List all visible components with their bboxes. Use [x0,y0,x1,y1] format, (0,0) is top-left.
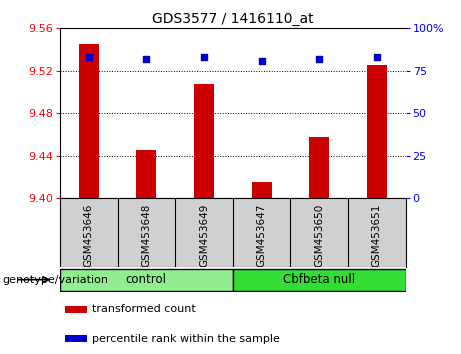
Text: Cbfbeta null: Cbfbeta null [283,273,355,286]
Bar [65,335,87,342]
Bar [136,150,156,198]
Point [85,55,92,60]
Bar [65,306,87,313]
Point [142,56,150,62]
Bar [60,268,233,291]
Text: GSM453646: GSM453646 [84,204,94,267]
Point [373,55,381,60]
Text: GSM453651: GSM453651 [372,204,382,267]
Text: GSM453649: GSM453649 [199,204,209,267]
Bar [194,84,214,198]
Title: GDS3577 / 1416110_at: GDS3577 / 1416110_at [152,12,313,26]
Text: GSM453647: GSM453647 [257,204,266,267]
Bar [233,268,406,291]
Bar [79,44,99,198]
Bar [252,182,272,198]
Point [200,55,207,60]
Text: GSM453648: GSM453648 [142,204,151,267]
Text: control: control [126,273,167,286]
Point [258,58,266,63]
Text: genotype/variation: genotype/variation [2,275,108,285]
Text: GSM453650: GSM453650 [314,204,324,267]
Text: percentile rank within the sample: percentile rank within the sample [92,333,280,343]
Bar [309,137,329,198]
Point [315,56,323,62]
Bar [367,65,387,198]
Text: transformed count: transformed count [92,304,196,314]
